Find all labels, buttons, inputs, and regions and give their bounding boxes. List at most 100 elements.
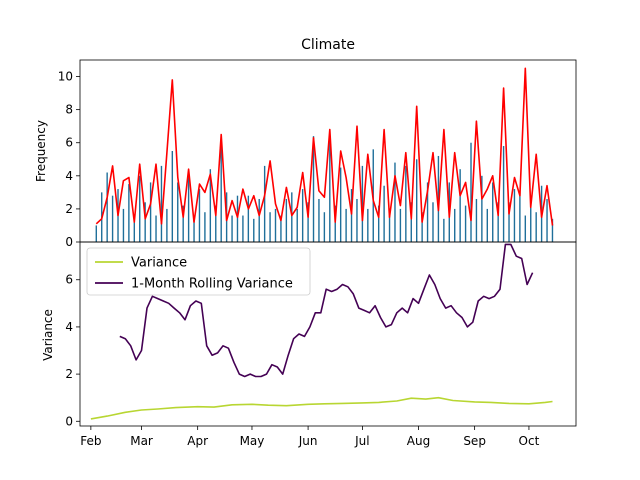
x-tick-label: Sep <box>463 434 486 448</box>
frequency-bar <box>236 195 239 242</box>
x-tick-label: Jul <box>354 434 369 448</box>
x-tick-label: Jun <box>298 434 318 448</box>
frequency-bar <box>133 222 136 242</box>
frequency-bar <box>258 198 260 242</box>
frequency-bar <box>486 208 488 242</box>
frequency-bar <box>193 218 195 242</box>
frequency-bar <box>318 198 320 242</box>
bottom-axes-frame <box>79 241 577 427</box>
frequency-bar <box>312 136 315 242</box>
frequency-bar <box>388 215 391 242</box>
frequency-bar <box>187 175 190 242</box>
frequency-bar <box>361 165 364 242</box>
frequency-bar <box>215 205 217 242</box>
frequency-bar <box>323 212 326 242</box>
frequency-bar <box>416 159 418 242</box>
frequency-bar <box>464 205 467 242</box>
frequency-bar <box>263 165 266 242</box>
legend-entry: 1-Month Rolling Variance <box>131 277 293 292</box>
frequency-bar <box>524 215 527 242</box>
frequency-bar <box>443 218 445 242</box>
bottom-y-axis-label: Variance <box>41 309 55 361</box>
bottom-y-tick-label: 2 <box>65 367 73 381</box>
frequency-bar <box>383 185 385 242</box>
frequency-bar <box>497 202 499 242</box>
frequency-bar <box>95 225 97 242</box>
frequency-bar <box>247 195 250 242</box>
frequency-bar <box>122 208 125 242</box>
top-y-tick-label: 4 <box>65 169 73 183</box>
frequency-bar <box>339 167 342 242</box>
frequency-bar <box>182 205 184 242</box>
bottom-y-tick-label: 0 <box>65 414 73 428</box>
frequency-bar <box>454 208 456 242</box>
frequency-bar <box>459 169 461 242</box>
x-tick-label: Apr <box>187 434 208 448</box>
x-tick-label: Mar <box>130 434 153 448</box>
frequency-bar <box>508 202 510 242</box>
frequency-bar <box>475 198 478 242</box>
frequency-bar <box>350 189 353 242</box>
frequency-bar <box>492 182 494 242</box>
frequency-bar <box>301 189 304 242</box>
frequency-bar <box>177 182 179 242</box>
top-y-axis-label: Frequency <box>34 120 48 182</box>
legend-entry: Variance <box>131 256 187 271</box>
frequency-bar <box>220 142 222 242</box>
x-tick-label: Feb <box>80 434 101 448</box>
chart-title: Climate <box>301 37 355 53</box>
frequency-bar <box>513 189 516 242</box>
frequency-bar <box>231 215 233 242</box>
frequency-bar <box>470 142 472 242</box>
frequency-bar <box>269 212 271 242</box>
frequency-bar <box>421 212 423 242</box>
frequency-bar <box>198 189 201 242</box>
bottom-y-tick-label: 6 <box>65 273 73 287</box>
frequency-bar <box>394 162 396 242</box>
frequency-bar <box>128 184 130 242</box>
frequency-bar <box>432 202 434 242</box>
frequency-bar <box>334 205 336 242</box>
frequency-bar <box>345 208 347 242</box>
x-tick-label: May <box>240 434 265 448</box>
top-panel: 0 2 4 6 8 10 <box>58 59 577 249</box>
bottom-y-tick-label: 4 <box>65 320 73 334</box>
frequency-line <box>95 67 554 226</box>
frequency-bar <box>367 208 369 242</box>
frequency-bar <box>242 215 244 242</box>
frequency-bar <box>502 146 505 242</box>
top-y-tick-label: 0 <box>65 235 73 249</box>
frequency-bar <box>426 182 429 242</box>
frequency-bar <box>144 202 146 242</box>
frequency-bar <box>307 202 309 242</box>
variance-line <box>90 396 553 420</box>
frequency-bar <box>285 198 288 242</box>
frequency-bar <box>535 212 537 242</box>
bottom-panel: 0 2 4 6 Feb Mar Apr May Jun Jul Aug Sep Oct Variance 1… <box>65 241 577 448</box>
frequency-bar <box>551 218 554 242</box>
frequency-bar <box>329 134 331 242</box>
x-tick-label: Oct <box>519 434 540 448</box>
frequency-bar <box>209 169 212 242</box>
frequency-bar <box>377 205 380 242</box>
frequency-bar <box>106 172 108 242</box>
frequency-bar <box>410 202 412 242</box>
legend: Variance 1-Month Rolling Variance <box>86 247 311 296</box>
frequency-bar <box>356 198 358 242</box>
frequency-bar <box>481 175 483 242</box>
legend-box <box>86 247 311 296</box>
frequency-bar <box>139 175 141 242</box>
frequency-bar <box>204 212 206 242</box>
frequency-bar <box>166 208 168 242</box>
x-tick-label: Aug <box>407 434 430 448</box>
frequency-bar <box>280 215 282 242</box>
1-month-rolling-variance-line <box>119 243 534 378</box>
frequency-bar <box>399 208 402 242</box>
frequency-bar <box>530 195 532 242</box>
frequency-bar <box>155 215 157 242</box>
top-y-tick-label: 10 <box>58 70 73 84</box>
frequency-bar <box>291 192 293 242</box>
frequency-bar <box>546 198 548 242</box>
frequency-bar <box>274 208 277 242</box>
